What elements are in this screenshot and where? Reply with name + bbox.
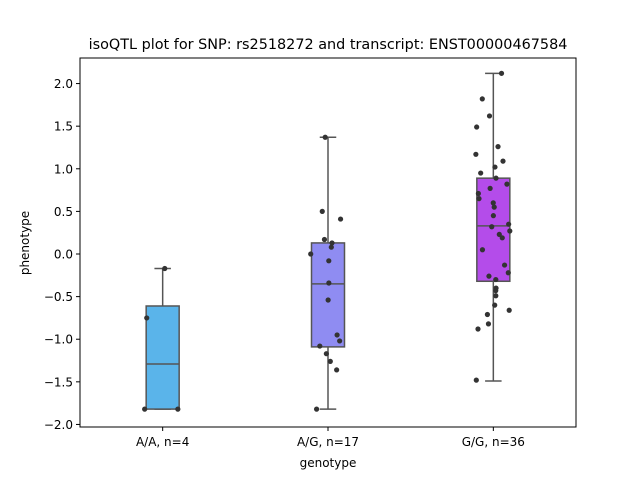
- data-point: [326, 280, 332, 286]
- y-tick-label: 0.0: [54, 248, 73, 262]
- data-point: [475, 190, 481, 197]
- data-point: [506, 221, 512, 227]
- data-point: [492, 164, 498, 170]
- y-tick-label: 1.5: [54, 120, 73, 134]
- data-point: [506, 307, 512, 313]
- data-point: [507, 228, 513, 234]
- data-point: [323, 351, 329, 357]
- data-point: [474, 124, 480, 130]
- data-point: [495, 144, 501, 150]
- data-point: [473, 377, 479, 383]
- data-point: [337, 216, 344, 222]
- data-point: [499, 235, 505, 241]
- plot-frame: [79, 57, 577, 428]
- data-point: [478, 170, 484, 176]
- data-point: [334, 332, 340, 338]
- data-point: [473, 151, 479, 157]
- data-point: [496, 231, 502, 238]
- x-tick-label: A/G, n=17: [297, 435, 359, 449]
- data-point: [475, 326, 481, 332]
- data-point: [142, 406, 148, 412]
- y-tick-label: 2.0: [54, 77, 73, 91]
- data-point: [319, 208, 325, 214]
- data-point: [479, 96, 485, 102]
- y-tick-label: −0.5: [44, 290, 73, 304]
- data-point: [490, 200, 496, 206]
- data-point: [325, 297, 331, 303]
- box-iqr: [145, 305, 180, 410]
- y-tick-label: −1.5: [44, 375, 73, 389]
- data-point: [493, 175, 499, 181]
- data-point: [484, 311, 491, 318]
- chart-title: isoQTL plot for SNP: rs2518272 and trans…: [89, 37, 568, 53]
- data-point: [492, 302, 498, 308]
- data-point: [490, 213, 496, 219]
- data-point: [476, 196, 482, 202]
- data-point: [162, 265, 168, 272]
- data-point: [486, 273, 492, 279]
- data-point: [493, 285, 499, 291]
- data-point: [504, 181, 510, 187]
- data-point: [491, 204, 497, 210]
- data-point: [326, 258, 332, 264]
- data-point: [493, 276, 499, 283]
- data-point: [505, 270, 511, 276]
- data-point: [321, 236, 328, 243]
- data-point: [317, 343, 323, 349]
- x-axis-label: genotype: [300, 456, 357, 470]
- y-tick-label: 1.0: [54, 162, 73, 176]
- data-point: [308, 251, 314, 257]
- data-point: [486, 113, 493, 119]
- data-point: [334, 367, 340, 373]
- y-tick-label: 0.5: [54, 205, 73, 219]
- data-point: [493, 293, 499, 299]
- data-point: [322, 134, 328, 140]
- data-point: [487, 185, 493, 191]
- data-point: [498, 70, 505, 76]
- data-point: [337, 338, 343, 344]
- data-point: [175, 406, 181, 412]
- data-point: [500, 158, 506, 164]
- data-point: [501, 262, 508, 268]
- data-point: [327, 358, 333, 364]
- data-point: [329, 240, 335, 246]
- data-point: [485, 321, 492, 327]
- data-point: [328, 244, 334, 250]
- data-point: [479, 247, 486, 253]
- data-point: [489, 224, 495, 230]
- y-tick-label: −1.0: [44, 333, 73, 347]
- y-tick-label: −2.0: [44, 418, 73, 432]
- data-point: [313, 406, 320, 412]
- x-tick-label: G/G, n=36: [462, 435, 525, 449]
- data-point: [144, 315, 150, 321]
- x-tick-label: A/A, n=4: [136, 435, 189, 449]
- y-axis-label: phenotype: [18, 211, 32, 275]
